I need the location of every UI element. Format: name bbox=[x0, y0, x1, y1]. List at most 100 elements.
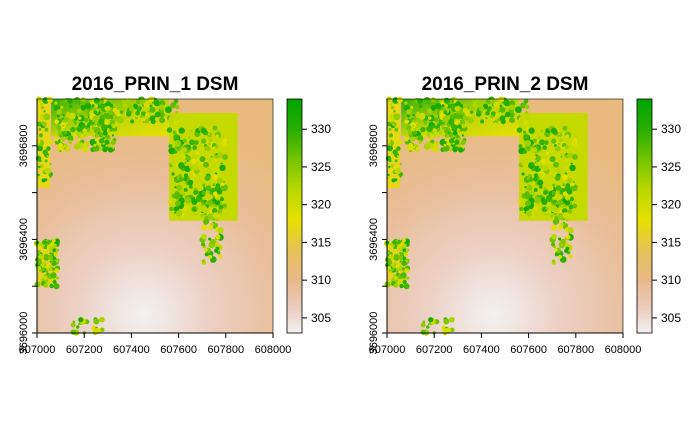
dsm-panel-2: 2016_PRIN_2 DSM 607000 607200 607400 607600… bbox=[368, 74, 681, 356]
canopy-point bbox=[523, 98, 529, 104]
canopy-point bbox=[454, 120, 459, 125]
canopy-point bbox=[91, 104, 95, 108]
canopy-point bbox=[551, 224, 558, 231]
canopy-point bbox=[174, 186, 177, 189]
canopy-point bbox=[51, 238, 56, 243]
dsm-raster-1 bbox=[34, 96, 274, 336]
canopy-point bbox=[65, 146, 71, 152]
canopy-point bbox=[199, 156, 206, 163]
canopy-point bbox=[553, 218, 560, 225]
canopy-point bbox=[212, 212, 219, 219]
canopy-point bbox=[46, 146, 51, 151]
canopy-point bbox=[210, 155, 213, 158]
color-bar-label: 315 bbox=[661, 235, 681, 249]
canopy-point bbox=[516, 127, 523, 133]
canopy-point bbox=[97, 131, 100, 135]
canopy-point bbox=[47, 244, 51, 249]
canopy-point bbox=[95, 134, 100, 138]
canopy-point bbox=[570, 162, 573, 165]
canopy-point bbox=[444, 327, 451, 334]
canopy-point bbox=[386, 96, 392, 103]
canopy-point bbox=[420, 126, 426, 133]
canopy-point bbox=[438, 130, 443, 135]
canopy-point bbox=[567, 227, 574, 234]
canopy-point bbox=[449, 316, 455, 323]
canopy-point bbox=[400, 261, 403, 264]
canopy-point bbox=[38, 268, 43, 273]
canopy-point bbox=[81, 145, 89, 153]
canopy-point bbox=[524, 200, 531, 207]
canopy-point bbox=[195, 207, 199, 210]
canopy-point bbox=[534, 161, 537, 164]
canopy-point bbox=[404, 268, 410, 273]
canopy-point bbox=[531, 147, 538, 153]
canopy-point bbox=[52, 243, 57, 248]
canopy-point bbox=[129, 106, 135, 112]
canopy-point bbox=[183, 176, 188, 182]
canopy-point bbox=[552, 183, 556, 187]
canopy-point bbox=[555, 185, 562, 191]
canopy-point bbox=[417, 134, 424, 141]
canopy-point bbox=[485, 111, 490, 116]
canopy-point bbox=[396, 146, 401, 151]
y-axis: 3696000 3696400 3696800 bbox=[368, 99, 388, 354]
canopy-point bbox=[518, 162, 522, 167]
canopy-point bbox=[180, 153, 187, 160]
canopy-point bbox=[420, 322, 426, 328]
canopy-point bbox=[565, 153, 568, 156]
canopy-point bbox=[221, 142, 225, 145]
canopy-point bbox=[191, 158, 197, 164]
canopy-point bbox=[443, 318, 450, 325]
canopy-point bbox=[168, 162, 172, 167]
canopy-point bbox=[174, 139, 181, 147]
canopy-point bbox=[388, 158, 392, 163]
canopy-point bbox=[393, 248, 398, 253]
canopy-point bbox=[560, 222, 564, 226]
canopy-point bbox=[393, 113, 401, 121]
canopy-point bbox=[216, 188, 223, 195]
canopy-point bbox=[409, 105, 414, 109]
canopy-point bbox=[542, 145, 547, 150]
canopy-point bbox=[171, 172, 175, 176]
canopy-point bbox=[60, 100, 67, 107]
canopy-point bbox=[105, 134, 110, 139]
canopy-point bbox=[402, 243, 407, 248]
canopy-point bbox=[201, 138, 207, 144]
canopy-point bbox=[222, 180, 226, 184]
canopy-point bbox=[557, 225, 563, 230]
canopy-point bbox=[572, 180, 576, 184]
canopy-point bbox=[391, 121, 397, 127]
canopy-point bbox=[405, 105, 411, 110]
canopy-point bbox=[554, 195, 558, 199]
canopy-point bbox=[428, 116, 432, 120]
canopy-point bbox=[426, 325, 430, 329]
canopy-point bbox=[537, 179, 544, 186]
canopy-point bbox=[538, 165, 543, 169]
canopy-point bbox=[93, 97, 100, 104]
canopy-point bbox=[61, 117, 64, 120]
x-tick-label: 607400 bbox=[113, 344, 150, 356]
canopy-point bbox=[436, 127, 441, 132]
canopy-point bbox=[524, 104, 530, 110]
canopy-point bbox=[490, 114, 494, 118]
canopy-point bbox=[538, 136, 541, 139]
canopy-point bbox=[176, 177, 180, 180]
canopy-point bbox=[218, 254, 223, 259]
canopy-point bbox=[402, 248, 407, 252]
canopy-point bbox=[37, 249, 41, 253]
canopy-point bbox=[70, 329, 76, 335]
canopy-point bbox=[480, 119, 485, 124]
canopy-point bbox=[388, 165, 391, 169]
canopy-point bbox=[36, 145, 43, 152]
canopy-point bbox=[539, 139, 546, 146]
canopy-point bbox=[44, 178, 48, 182]
canopy-point bbox=[102, 130, 108, 136]
canopy-point bbox=[399, 163, 402, 166]
canopy-point bbox=[149, 115, 156, 122]
x-tick-label: 607200 bbox=[66, 344, 103, 356]
canopy-point bbox=[549, 156, 556, 163]
canopy-point bbox=[542, 196, 546, 200]
canopy-point bbox=[394, 127, 399, 132]
canopy-point bbox=[222, 138, 228, 144]
canopy-point bbox=[54, 119, 60, 124]
